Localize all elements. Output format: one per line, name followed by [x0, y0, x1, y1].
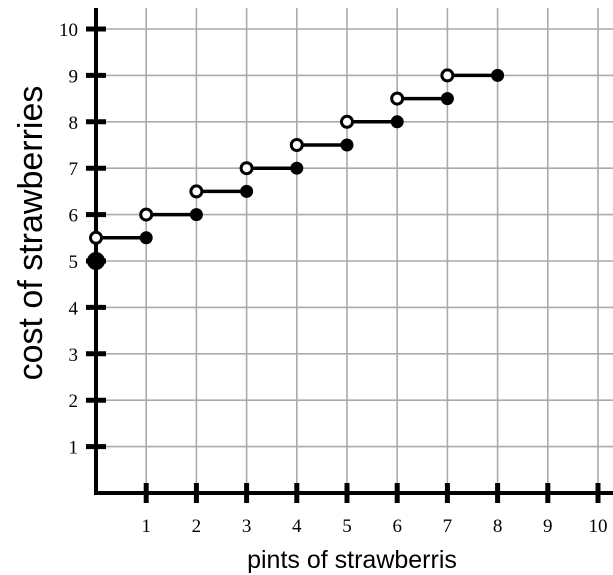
start-point-marker: [87, 252, 105, 270]
y-tick-label: 9: [69, 66, 79, 87]
open-point-marker: [340, 114, 354, 129]
grid: [96, 8, 613, 493]
y-tick-label: 8: [69, 113, 79, 134]
open-point-marker: [440, 68, 455, 83]
x-axis-title: pints of strawberris: [247, 546, 457, 574]
x-tick-label: 5: [342, 516, 352, 537]
closed-point-marker: [440, 92, 454, 106]
open-point-marker: [289, 138, 304, 152]
closed-point-marker: [340, 138, 354, 152]
step-series: [87, 68, 505, 270]
open-point-marker: [189, 184, 204, 199]
x-tick-label: 3: [242, 516, 252, 537]
closed-point-marker: [240, 184, 254, 198]
x-tick-label: 1: [141, 516, 151, 537]
y-tick-label: 6: [69, 206, 79, 227]
x-tick-label: 10: [589, 516, 608, 537]
x-tick-label: 7: [443, 516, 453, 537]
y-tick-label: 7: [69, 159, 79, 180]
open-point-marker: [89, 230, 103, 245]
y-tick-label: 2: [69, 391, 79, 412]
closed-point-marker: [139, 231, 153, 245]
x-tick-label: 9: [543, 516, 553, 537]
tick-labels: 1 2 3 4 5 6 7 8 9 10 1 2 3 4 5 6 7 8 9 10: [59, 20, 608, 537]
y-axis-title: cost of strawberries: [12, 86, 50, 381]
closed-point-marker: [390, 115, 404, 129]
closed-point-marker: [189, 208, 203, 222]
x-tick-label: 4: [292, 516, 302, 537]
closed-point-marker: [491, 68, 505, 82]
open-point-marker: [139, 207, 154, 222]
axes: [86, 8, 613, 503]
open-point-marker: [239, 161, 254, 176]
y-tick-label: 10: [59, 20, 78, 41]
y-tick-label: 1: [69, 438, 79, 459]
x-tick-label: 2: [192, 516, 202, 537]
closed-point-marker: [290, 161, 304, 175]
y-tick-label: 3: [69, 345, 79, 366]
y-tick-label: 5: [69, 252, 79, 273]
x-tick-label: 8: [493, 516, 503, 537]
x-tick-label: 6: [392, 516, 402, 537]
y-tick-label: 4: [69, 298, 79, 319]
open-point-marker: [390, 91, 405, 106]
